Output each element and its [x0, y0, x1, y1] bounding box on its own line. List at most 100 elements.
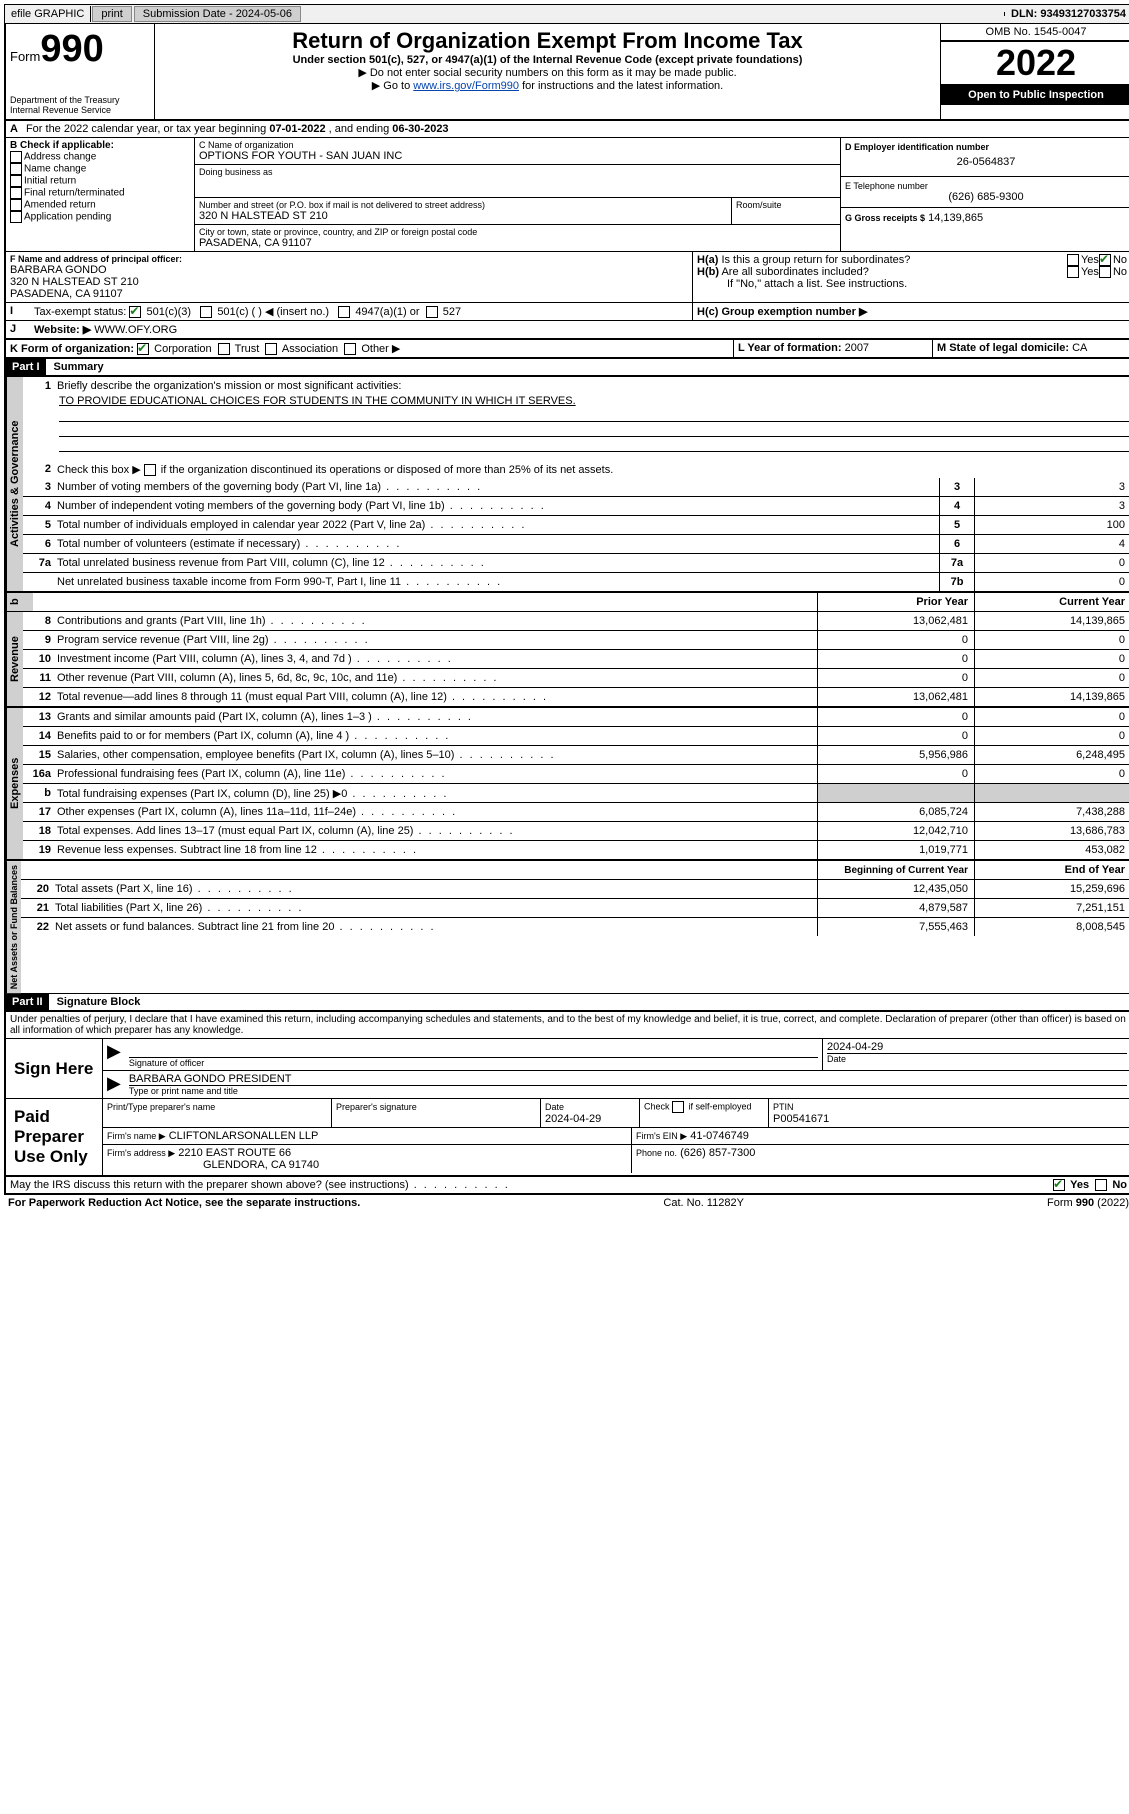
revenue-tab: Revenue — [6, 612, 23, 706]
table-row: 8Contributions and grants (Part VIII, li… — [23, 612, 1129, 631]
header-right: OMB No. 1545-0047 2022 Open to Public In… — [940, 24, 1129, 119]
firm-name: CLIFTONLARSONALLEN LLP — [169, 1130, 319, 1142]
checkbox-initial-return[interactable] — [10, 175, 22, 187]
netassets-tab: Net Assets or Fund Balances — [6, 861, 21, 993]
expenses-tab: Expenses — [6, 708, 23, 859]
table-row: 16aProfessional fundraising fees (Part I… — [23, 765, 1129, 784]
box-h: H(a) Is this a group return for subordin… — [693, 252, 1129, 302]
instructions-link[interactable]: www.irs.gov/Form990 — [413, 80, 519, 92]
table-row: 14Benefits paid to or for members (Part … — [23, 727, 1129, 746]
revenue-section: Revenue 8Contributions and grants (Part … — [4, 612, 1129, 708]
box-deg: D Employer identification number 26-0564… — [841, 138, 1129, 251]
part2-header: Part II Signature Block — [4, 994, 1129, 1012]
box-b: B Check if applicable: Address change Na… — [6, 138, 195, 251]
checkbox-address-change[interactable] — [10, 151, 22, 163]
org-name: OPTIONS FOR YOUTH - SAN JUAN INC — [199, 150, 836, 162]
checkbox-corp[interactable] — [137, 343, 149, 355]
arrow-icon: ▶ — [103, 1071, 125, 1098]
form-title: Return of Organization Exempt From Incom… — [159, 28, 936, 54]
checkbox-discuss-yes[interactable] — [1053, 1179, 1065, 1191]
table-row: 21Total liabilities (Part X, line 26)4,8… — [21, 899, 1129, 918]
form-header: Form990 Department of the Treasury Inter… — [4, 24, 1129, 121]
table-row: 18Total expenses. Add lines 13–17 (must … — [23, 822, 1129, 841]
open-inspection: Open to Public Inspection — [941, 85, 1129, 105]
table-row: 10Investment income (Part VIII, column (… — [23, 650, 1129, 669]
checkbox-final-return[interactable] — [10, 187, 22, 199]
part1-header: Part I Summary — [4, 359, 1129, 377]
form-number: 990 — [40, 28, 103, 70]
table-row: 19Revenue less expenses. Subtract line 1… — [23, 841, 1129, 859]
header-left: Form990 Department of the Treasury Inter… — [6, 24, 155, 119]
preparer-phone: (626) 857-7300 — [680, 1147, 755, 1159]
tax-status-row: I Tax-exempt status: 501(c)(3) 501(c) ( … — [4, 303, 1129, 321]
rev-col-hdr: b Prior YearCurrent Year — [4, 593, 1129, 612]
top-bar: efile GRAPHIC print Submission Date - 20… — [4, 4, 1129, 24]
checkbox-discontinued[interactable] — [144, 464, 156, 476]
checkbox-name-change[interactable] — [10, 163, 22, 175]
checkbox-discuss-no[interactable] — [1095, 1179, 1107, 1191]
table-row: 20Total assets (Part X, line 16)12,435,0… — [21, 880, 1129, 899]
table-row: 11Other revenue (Part VIII, column (A), … — [23, 669, 1129, 688]
officer-row: F Name and address of principal officer:… — [4, 252, 1129, 303]
checkbox-app-pending[interactable] — [10, 211, 22, 223]
table-row: 9Program service revenue (Part VIII, lin… — [23, 631, 1129, 650]
mission-text: TO PROVIDE EDUCATIONAL CHOICES FOR STUDE… — [59, 395, 1129, 407]
activities-tab: Activities & Governance — [6, 377, 23, 591]
header-mid: Return of Organization Exempt From Incom… — [155, 24, 940, 119]
subtitle-1: Under section 501(c), 527, or 4947(a)(1)… — [159, 54, 936, 66]
org-city: PASADENA, CA 91107 — [199, 237, 836, 249]
na-col-hdr: Net Assets or Fund Balances Beginning of… — [4, 861, 1129, 994]
expenses-section: Expenses 13Grants and similar amounts pa… — [4, 708, 1129, 861]
firm-ein: 41-0746749 — [690, 1130, 749, 1142]
dept-treasury: Department of the Treasury — [10, 95, 150, 105]
gross-receipts: 14,139,865 — [928, 212, 983, 224]
table-row: 17Other expenses (Part IX, column (A), l… — [23, 803, 1129, 822]
checkbox-trust[interactable] — [218, 343, 230, 355]
page-footer: For Paperwork Reduction Act Notice, see … — [4, 1195, 1129, 1211]
discuss-row: May the IRS discuss this return with the… — [4, 1177, 1129, 1195]
sign-here-label: Sign Here — [6, 1039, 103, 1098]
table-row: 12Total revenue—add lines 8 through 11 (… — [23, 688, 1129, 706]
checkbox-501c3[interactable] — [129, 306, 141, 318]
table-row: 22Net assets or fund balances. Subtract … — [21, 918, 1129, 936]
perjury-declaration: Under penalties of perjury, I declare th… — [4, 1012, 1129, 1039]
checkbox-hb-yes[interactable] — [1067, 266, 1079, 278]
efile-label: efile GRAPHIC — [5, 6, 91, 22]
tax-year: 2022 — [941, 41, 1129, 85]
checkbox-501c[interactable] — [200, 306, 212, 318]
subtitle-2: ▶ Do not enter social security numbers o… — [159, 66, 936, 79]
phone: (626) 685-9300 — [845, 191, 1127, 203]
checkbox-hb-no[interactable] — [1099, 266, 1111, 278]
form-word: Form — [10, 49, 40, 64]
checkbox-4947[interactable] — [338, 306, 350, 318]
period-text: For the 2022 calendar year, or tax year … — [22, 121, 453, 137]
box-f: F Name and address of principal officer:… — [6, 252, 693, 302]
checkbox-527[interactable] — [426, 306, 438, 318]
checkbox-ha-yes[interactable] — [1067, 254, 1079, 266]
period-row: A For the 2022 calendar year, or tax yea… — [4, 121, 1129, 138]
website: WWW.OFY.ORG — [94, 324, 177, 336]
box-c: C Name of organization OPTIONS FOR YOUTH… — [195, 138, 841, 251]
arrow-icon: ▶ — [103, 1039, 125, 1070]
table-row: bTotal fundraising expenses (Part IX, co… — [23, 784, 1129, 803]
officer-name: BARBARA GONDO PRESIDENT — [129, 1073, 1127, 1085]
form-org-row: K Form of organization: Corporation Trus… — [4, 340, 1129, 359]
print-button[interactable]: print — [92, 6, 131, 22]
checkbox-assoc[interactable] — [265, 343, 277, 355]
checkbox-other[interactable] — [344, 343, 356, 355]
submission-date: Submission Date - 2024-05-06 — [134, 6, 301, 22]
dln: DLN: 93493127033754 — [1005, 6, 1129, 22]
paid-preparer-label: Paid Preparer Use Only — [6, 1099, 103, 1175]
irs-label: Internal Revenue Service — [10, 105, 150, 115]
table-row: 13Grants and similar amounts paid (Part … — [23, 708, 1129, 727]
activities-section: Activities & Governance 1Briefly describ… — [4, 377, 1129, 593]
checkbox-amended[interactable] — [10, 199, 22, 211]
ptin: P00541671 — [773, 1113, 829, 1125]
spacer — [302, 12, 1005, 16]
checkbox-self-employed[interactable] — [672, 1101, 684, 1113]
sign-here-block: Sign Here ▶ Signature of officer 2024-04… — [4, 1039, 1129, 1177]
subtitle-3: ▶ Go to www.irs.gov/Form990 for instruct… — [159, 79, 936, 92]
omb-number: OMB No. 1545-0047 — [941, 24, 1129, 41]
website-row: J Website: ▶ WWW.OFY.ORG — [4, 321, 1129, 340]
checkbox-ha-no[interactable] — [1099, 254, 1111, 266]
